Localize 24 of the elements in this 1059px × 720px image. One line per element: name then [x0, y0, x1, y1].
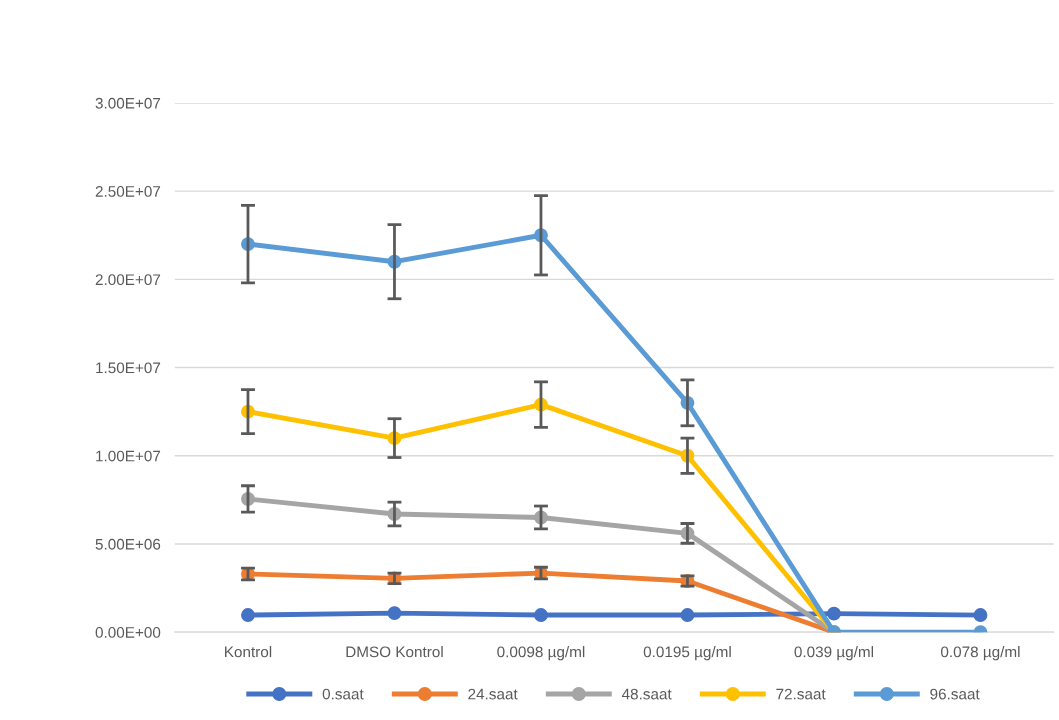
y-tick-label: 1.50E+07 — [96, 362, 161, 374]
x-tick-label: 0.039 µg/ml — [794, 646, 874, 661]
point — [534, 608, 548, 622]
x-tick-label: 0.0195 µg/ml — [643, 646, 731, 661]
y-tick-label: 2.00E+07 — [95, 274, 161, 286]
x-tick-label: Kontrol — [225, 646, 272, 658]
legend-label: 96.saat — [930, 688, 980, 700]
point — [973, 608, 988, 622]
x-tick-label: DMSO Kontrol — [346, 646, 443, 658]
point — [241, 608, 255, 622]
point — [680, 608, 695, 622]
y-tick-label: 0.00E+00 — [95, 627, 161, 638]
y-tick-label: 3.00E+07 — [95, 97, 161, 109]
legend-label: 24.saat — [468, 688, 518, 700]
point — [827, 606, 841, 621]
y-tick-label: 2.50E+07 — [95, 186, 161, 197]
point — [387, 606, 402, 621]
y-tick-label: 5.00E+06 — [95, 538, 161, 550]
x-tick-label: 0.0098 µg/ml — [497, 646, 585, 661]
x-tick-label: 0.078 µg/ml — [940, 646, 1020, 661]
legend-label: 48.saat — [621, 688, 672, 700]
y-tick-label: 1.00E+07 — [96, 450, 161, 462]
legend-label: 0.saat — [322, 688, 364, 700]
legend-label: 72.saat — [776, 688, 826, 700]
